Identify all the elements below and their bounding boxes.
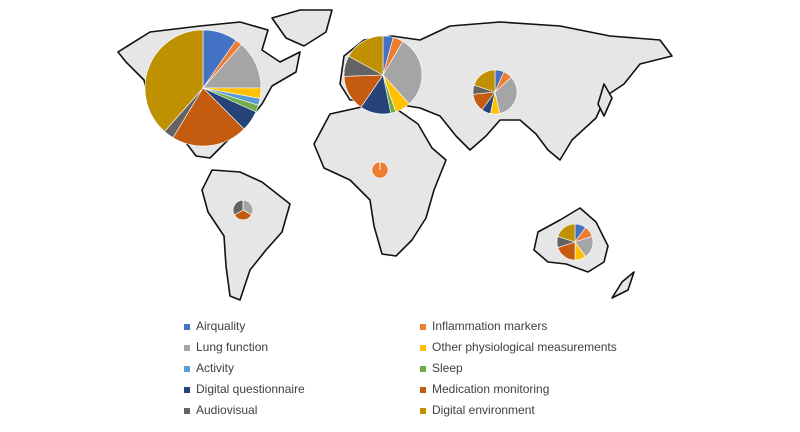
- pie-wedge: [144, 29, 204, 132]
- legend-label: Other physiological measurements: [432, 340, 617, 354]
- pie-wedge: [494, 76, 518, 114]
- legend-label: Airquality: [196, 319, 245, 333]
- pie-wedge: [473, 69, 496, 93]
- legend-label: Digital questionnaire: [196, 382, 305, 396]
- legend-label: Digital environment: [432, 403, 535, 417]
- legend-label: Activity: [196, 361, 234, 375]
- legend-label: Audiovisual: [196, 403, 257, 417]
- legend-swatch: [420, 366, 426, 372]
- legend-swatch: [184, 324, 190, 330]
- legend: Airquality Inflammation markers Lung funct…: [184, 319, 617, 417]
- pie-wedge: [557, 223, 576, 243]
- pie-wedge: [172, 87, 245, 147]
- new-zealand: [611, 271, 635, 299]
- pie-wedge: [348, 35, 384, 76]
- south-america: [201, 169, 291, 301]
- pie-wedge: [382, 41, 423, 105]
- greenland: [271, 9, 333, 47]
- pies: [144, 29, 594, 261]
- africa: [313, 105, 447, 257]
- legend-swatch: [184, 387, 190, 393]
- legend-swatch: [420, 387, 426, 393]
- legend-swatch: [184, 366, 190, 372]
- legend-swatch: [420, 408, 426, 414]
- legend-swatch: [184, 408, 190, 414]
- japan: [597, 83, 613, 117]
- legend-label: Medication monitoring: [432, 382, 549, 396]
- legend-swatch: [420, 345, 426, 351]
- legend-swatch: [184, 345, 190, 351]
- legend-swatch: [420, 324, 426, 330]
- legend-label: Sleep: [432, 361, 463, 375]
- legend-label: Inflammation markers: [432, 319, 547, 333]
- legend-label: Lung function: [196, 340, 268, 354]
